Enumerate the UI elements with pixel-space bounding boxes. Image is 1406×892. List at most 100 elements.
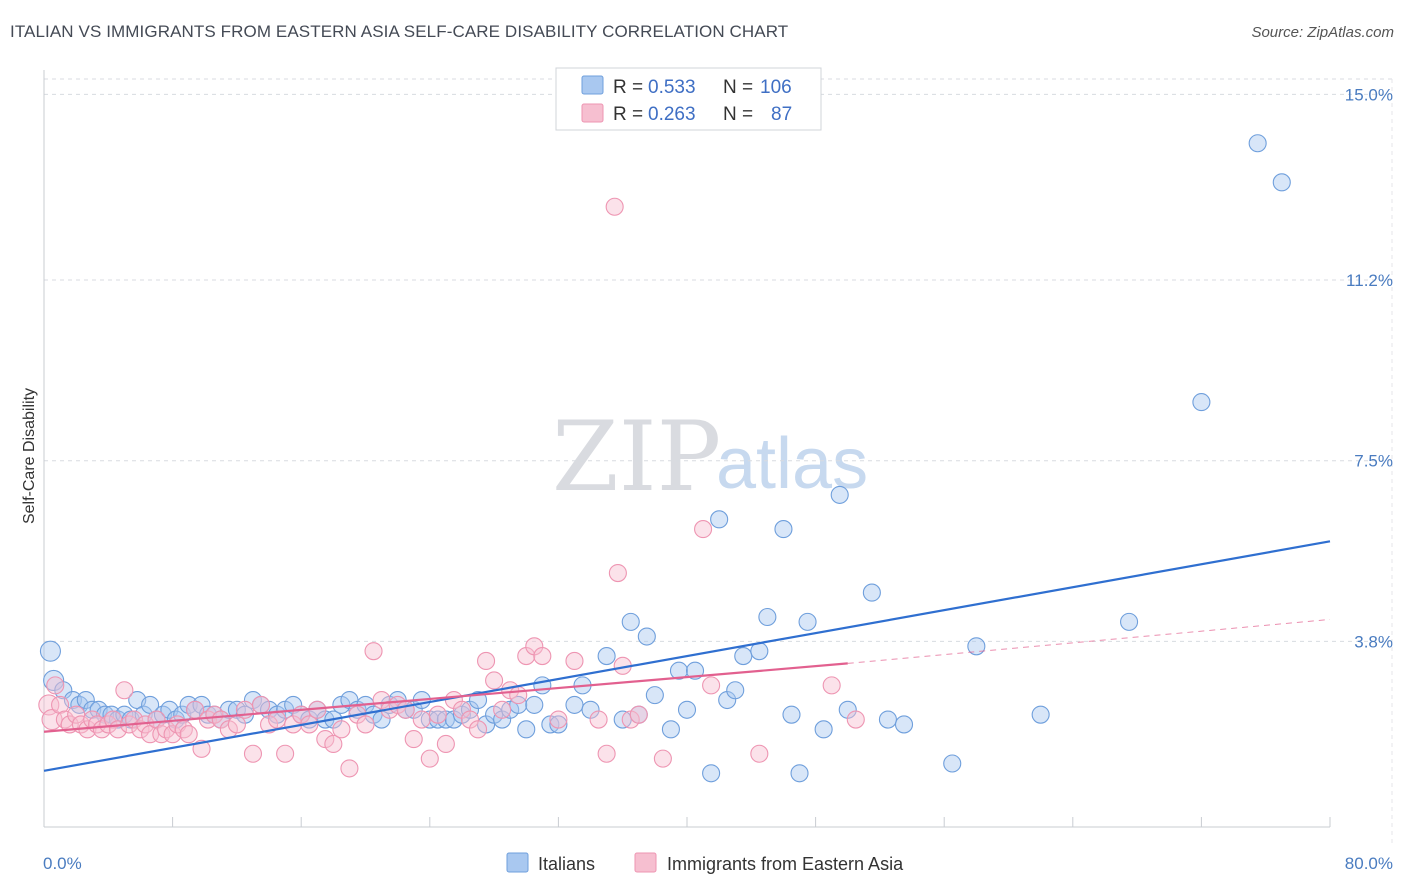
italians-point xyxy=(597,647,616,666)
italians-point xyxy=(677,700,697,719)
axes xyxy=(43,70,1331,828)
asia-trend-line xyxy=(43,662,848,733)
italians-point xyxy=(669,661,689,680)
chart-title: ITALIAN VS IMMIGRANTS FROM EASTERN ASIA … xyxy=(10,22,789,41)
italians-point xyxy=(645,686,664,705)
italians-point xyxy=(1192,393,1211,412)
italians-point xyxy=(39,640,61,662)
legend-r-value-italians: 0.533 xyxy=(648,77,696,98)
x-tick-label-max: 80.0% xyxy=(1345,854,1393,873)
italians-point xyxy=(726,681,745,700)
watermark-atlas: atlas xyxy=(716,424,868,504)
italians-point xyxy=(798,612,817,631)
italians-point xyxy=(774,520,793,539)
italians-point xyxy=(1120,612,1139,631)
italians-point xyxy=(1031,705,1050,724)
y-axis-title: Self-Care Disability xyxy=(21,388,38,524)
asia-point xyxy=(605,197,624,216)
italians-point xyxy=(734,647,753,666)
italians-point xyxy=(1272,173,1291,192)
asia-point xyxy=(340,759,359,778)
italians-point xyxy=(525,695,544,714)
x-tick-label-min: 0.0% xyxy=(43,854,82,873)
asia-point xyxy=(477,651,496,670)
asia-point xyxy=(485,671,504,690)
asia-point xyxy=(243,744,263,763)
bottom-legend-label-asia: Immigrants from Eastern Asia xyxy=(667,854,904,874)
asia-point xyxy=(268,710,287,729)
italians-point xyxy=(790,764,809,783)
italians-point xyxy=(637,627,656,646)
asia-point xyxy=(468,720,488,739)
asia-point xyxy=(192,739,211,758)
asia-point xyxy=(509,686,528,705)
asia-point xyxy=(179,725,198,744)
asia-point xyxy=(131,720,150,739)
asia-point xyxy=(163,725,182,744)
legend-r-label-italians: R = xyxy=(613,77,643,98)
asia-point xyxy=(99,715,118,734)
asia-point xyxy=(364,642,383,661)
italians-point xyxy=(43,669,65,692)
asia-point xyxy=(565,651,584,670)
asia-point xyxy=(115,681,134,700)
asia-point xyxy=(251,695,271,714)
asia-point xyxy=(428,705,447,724)
y-tick-label: 7.5% xyxy=(1354,452,1393,471)
asia-point xyxy=(356,715,375,734)
legend-n-label-asia: N = xyxy=(723,104,753,125)
asia-point xyxy=(608,563,627,583)
italians-point xyxy=(814,720,833,739)
y-tick-label: 3.8% xyxy=(1354,632,1393,651)
asia-point xyxy=(324,734,343,754)
asia-point xyxy=(694,520,713,539)
asia-point xyxy=(533,647,552,666)
asia-point xyxy=(589,710,608,729)
legend-n-label-italians: N = xyxy=(723,77,753,98)
italians-point xyxy=(894,715,914,734)
asia-point xyxy=(653,749,672,768)
asia-point xyxy=(396,700,415,719)
asia-point xyxy=(549,710,568,729)
watermark-zip: ZIP xyxy=(552,401,721,513)
italians-point xyxy=(830,485,849,504)
italians-point xyxy=(967,637,986,656)
italians-point xyxy=(621,612,640,631)
asia-point xyxy=(276,744,295,763)
asia-point xyxy=(493,700,512,719)
source-label: Source: ZipAtlas.com xyxy=(1251,24,1394,41)
legend-swatch-asia xyxy=(581,103,604,123)
bottom-legend-swatch-asia xyxy=(634,852,657,873)
asia-point xyxy=(702,676,721,695)
italians-trend-line xyxy=(43,540,1331,772)
italians-point xyxy=(549,715,568,734)
italians-point xyxy=(517,720,536,739)
italians-point xyxy=(533,676,552,695)
asia-point xyxy=(41,709,63,731)
italians-point xyxy=(76,690,95,710)
asia-point xyxy=(332,720,351,739)
legend-n-value-asia: 87 xyxy=(771,104,792,125)
italians-point xyxy=(862,583,881,602)
asia-point xyxy=(822,676,841,695)
y-tick-label: 11.2% xyxy=(1346,271,1393,290)
trend-lines xyxy=(43,540,1331,772)
bottom-legend-label-italians: Italians xyxy=(538,854,595,874)
bottom-legend: Italians Immigrants from Eastern Asia xyxy=(506,852,904,874)
bottom-legend-swatch-italians xyxy=(506,852,529,873)
asia-point xyxy=(597,744,616,763)
italians-point xyxy=(710,510,729,529)
asia-point xyxy=(750,744,769,763)
asia-point xyxy=(412,710,431,729)
legend-swatch-italians xyxy=(581,75,604,95)
asia-point xyxy=(404,730,423,749)
italians-point xyxy=(702,764,721,783)
tick-labels: 3.8% 7.5% 11.2% 15.0% 0.0% 80.0% xyxy=(43,85,1393,873)
asia-point xyxy=(629,705,648,724)
asia-point xyxy=(51,695,70,714)
italians-point xyxy=(758,607,777,627)
italians-point xyxy=(943,754,962,773)
asia-point xyxy=(420,749,439,768)
italians-point xyxy=(1248,134,1267,153)
